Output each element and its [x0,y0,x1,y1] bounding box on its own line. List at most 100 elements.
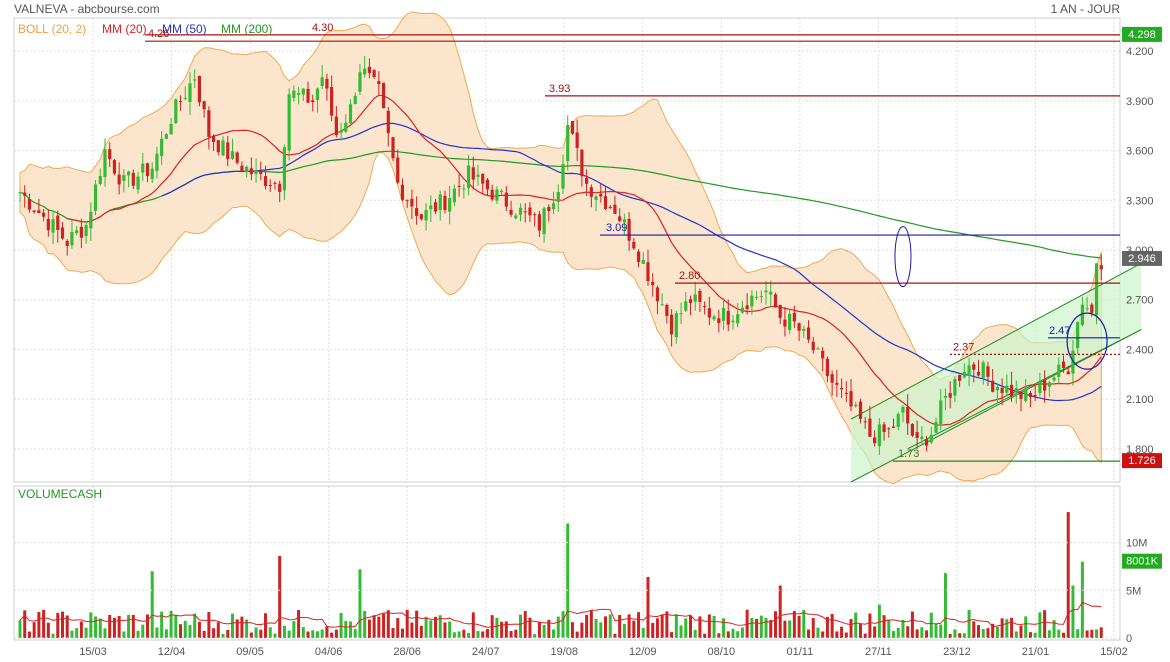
volume-bar [561,611,565,638]
candle-body [613,204,617,214]
volume-bar [1090,629,1094,638]
volume-bar [301,627,305,638]
candle-body [150,168,154,179]
candle-body [311,100,315,103]
candle-body [1043,380,1047,391]
candle-body [386,110,390,134]
candle-body [844,392,848,394]
volume-bar [514,629,518,638]
volume-bar [722,618,726,638]
volume-bar [977,625,981,638]
volume-bar [1085,630,1089,638]
volume-bar [892,630,896,638]
candle-body [207,110,211,137]
candle-body [986,366,990,377]
volume-bar [471,612,475,638]
candle-body [424,209,428,221]
candle-body [391,137,395,159]
candle-body [254,170,258,174]
candle-body [599,193,603,197]
volume-bar [131,614,135,638]
volume-bar [840,626,844,638]
volume-bar [481,631,485,638]
candle-body [400,184,405,200]
candle-body [570,121,575,134]
volume-bar [863,633,867,638]
volume-tick-label: 5M [1126,585,1141,597]
price-badge-label: 2.946 [1128,253,1156,265]
candle-body [93,184,98,211]
candle-body [174,99,178,123]
mm20-line [67,94,1102,426]
candle-body [660,304,664,306]
candle-body [797,323,801,331]
volume-bar [188,625,192,638]
volume-bar [854,612,858,638]
price-tick-label: 1.800 [1126,444,1154,456]
price-tick-label: 4.200 [1126,46,1154,58]
candle-body [693,294,697,302]
price-levels: 4.26 4.30 3.93 3.09 2.80 2.37 2.47 1.73 4.298 2.9… [145,22,1162,469]
volume-bar [542,625,546,638]
candle-body [325,78,329,89]
volume-bar [391,628,395,638]
channel-upper-line [850,262,1142,420]
volume-bar [405,609,409,638]
volume-bar [622,623,626,638]
volume-bar [363,610,367,638]
candle-body [23,192,27,196]
level-label-4-26: 4.26 [148,28,169,40]
candle-body [717,318,721,324]
volume-bar [755,618,759,638]
volume-bar [452,632,456,638]
volume-bar [287,630,291,638]
volume-panel-frame [13,485,1121,641]
candle-body [183,97,187,99]
volume-bar [32,622,36,638]
volume-bar [693,629,697,638]
volume-bar [1019,625,1023,638]
candle-body [684,301,688,311]
volume-bar [769,619,773,638]
candle-body [518,207,523,215]
volume-bar [1028,632,1032,638]
volume-bar [906,626,910,638]
candle-body [1057,364,1061,377]
candle-body [509,209,513,215]
candle-body [42,212,46,217]
volume-bar [868,613,872,638]
candle-body [141,163,145,173]
candle-body [1014,388,1018,393]
x-tick-label: 28/06 [393,646,421,658]
volume-bar [117,616,121,638]
candle-body [589,187,593,197]
price-badge [1122,250,1162,266]
volume-badge-label: 8001K [1126,556,1158,568]
volume-bar [731,628,735,638]
volume-bar [712,615,716,638]
volume-bar [651,622,655,638]
candle-body [901,406,905,413]
candle-body [1052,377,1056,381]
volume-bar [221,633,225,638]
volume-bar [566,523,570,638]
candle-body [533,214,537,216]
period-label: 1 AN - JOUR [1051,2,1121,16]
volume-bar [396,618,400,638]
volume-tick-label: 10M [1126,538,1147,550]
candle-body [245,166,249,173]
candle-body [330,87,334,116]
volume-bar [245,619,249,638]
candle-body [178,101,183,103]
x-tick-label: 27/11 [865,646,892,658]
candle-body [575,132,579,148]
level-label-3-09: 3.09 [606,222,627,234]
candle-body [962,371,966,378]
volume-bar [934,623,938,638]
legend-mm200: MM (200) [221,22,272,36]
candle-body [211,136,216,142]
volume-bar [1038,612,1042,638]
volume-bar [858,623,862,638]
volume-bar [235,619,239,638]
volume-bar [910,611,914,638]
